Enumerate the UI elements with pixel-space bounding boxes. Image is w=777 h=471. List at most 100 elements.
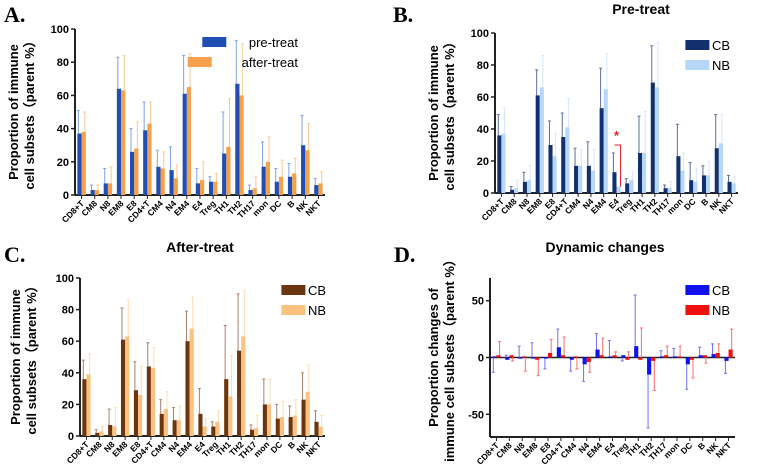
bar-nb <box>629 180 634 193</box>
x-tick-label: mon <box>250 198 270 218</box>
y-tick-label: 80 <box>62 305 74 317</box>
bar-after-treat <box>305 150 310 195</box>
bar-cb <box>556 347 561 358</box>
bar-nb <box>305 391 310 436</box>
x-tick-label: CM4 <box>145 198 165 218</box>
bar-cb <box>133 390 139 436</box>
x-tick-label: EM8 <box>520 440 540 460</box>
bar-after-treat <box>107 183 113 195</box>
legend-swatch <box>281 285 306 295</box>
bar-nb <box>522 356 527 358</box>
bar-nb <box>539 87 544 193</box>
y-tick-label: 40 <box>57 124 69 136</box>
x-tick-label: CM4 <box>558 440 578 460</box>
y-axis-label: Proportion of immune <box>426 45 441 181</box>
x-tick-label: B <box>286 439 297 450</box>
bar-after-treat <box>147 123 152 195</box>
chart-title: After-treat <box>166 239 234 255</box>
bar-cb <box>121 339 126 436</box>
x-tick-label: NKT <box>714 440 734 460</box>
bar-nb <box>292 415 297 436</box>
bar-nb <box>318 426 323 436</box>
x-tick-label: EM4 <box>589 196 609 216</box>
y-axis-label: cell subsets（parent %） <box>22 34 37 189</box>
bar-cb <box>522 181 527 193</box>
bar-cb <box>685 357 690 365</box>
bar-cb <box>531 357 536 359</box>
bar-cb <box>505 357 510 360</box>
significance-marker: * <box>614 128 620 143</box>
bar-after-treat <box>200 180 205 195</box>
bar-nb <box>664 355 669 358</box>
bar-cb <box>608 356 613 358</box>
x-tick-label: EM4 <box>172 198 192 218</box>
legend-swatch <box>685 60 710 70</box>
bar-pre-treat <box>90 190 95 195</box>
x-tick-label: B <box>699 196 710 207</box>
y-tick-label: 100 <box>56 273 74 285</box>
bar-nb <box>702 355 707 358</box>
y-tick-label: 20 <box>57 157 69 169</box>
bar-pre-treat <box>235 83 240 195</box>
bar-nb <box>599 355 604 358</box>
bar-after-treat <box>186 87 192 195</box>
bar-nb <box>728 349 733 358</box>
bar-nb <box>715 352 720 358</box>
bar-nb <box>616 186 621 193</box>
y-axis-label: Proportion of immune <box>6 44 21 180</box>
bar-cb <box>224 379 229 436</box>
bar-cb <box>108 424 113 436</box>
bar-cb <box>548 145 553 193</box>
bar-pre-treat <box>248 190 253 195</box>
bar-cb <box>637 153 643 193</box>
bar-nb <box>565 127 570 193</box>
bar-cb <box>650 82 655 193</box>
bar-nb <box>125 336 130 436</box>
y-tick-label: 60 <box>62 336 74 348</box>
y-tick-label: 80 <box>477 60 489 72</box>
panel-label: D. <box>394 242 415 267</box>
bar-cb <box>301 399 306 436</box>
bar-nb <box>279 417 284 436</box>
bar-after-treat <box>160 168 165 195</box>
bar-cb <box>535 95 540 193</box>
bar-after-treat <box>239 95 244 195</box>
bar-nb <box>150 368 156 436</box>
y-tick-label: 0 <box>68 431 74 443</box>
panel-a: A. Proportion of immune cell subsets（paren… <box>4 2 325 225</box>
bar-cb <box>262 404 267 436</box>
bar-cb <box>582 357 587 365</box>
bar-nb <box>578 165 583 193</box>
bar-nb <box>552 156 557 193</box>
x-tick-label: CM8 <box>79 198 99 218</box>
bar-nb <box>509 355 514 358</box>
x-tick-label: DC <box>679 440 695 456</box>
y-tick-label: -50 <box>468 409 484 421</box>
bar-nb <box>254 428 259 436</box>
legend-label: after-treat <box>242 55 299 70</box>
bar-after-treat <box>213 181 218 195</box>
bar-nb <box>189 328 194 436</box>
bar-cb <box>518 357 523 359</box>
y-tick-label: 100 <box>471 28 489 40</box>
y-tick-label: 40 <box>62 368 74 380</box>
bar-nb <box>241 336 246 436</box>
y-axis-label: Proportion changes of <box>426 287 441 426</box>
bar-cb <box>621 355 626 358</box>
y-axis-label: cell subsets（parent %） <box>24 279 39 434</box>
legend-label: NB <box>308 303 326 318</box>
bar-pre-treat <box>222 153 227 195</box>
bar-nb <box>731 183 736 193</box>
bar-nb <box>693 181 698 193</box>
y-tick-label: 60 <box>57 90 69 102</box>
bar-cb <box>659 356 665 358</box>
bar-cb <box>543 357 549 359</box>
bar-nb <box>680 170 685 193</box>
bar-cb <box>711 354 716 358</box>
x-tick-label: DC <box>268 198 284 214</box>
bar-cb <box>689 180 694 193</box>
y-tick-label: 50 <box>472 296 484 308</box>
legend-label: NB <box>712 58 730 73</box>
bar-nb <box>138 394 143 436</box>
bar-cb <box>82 379 87 436</box>
